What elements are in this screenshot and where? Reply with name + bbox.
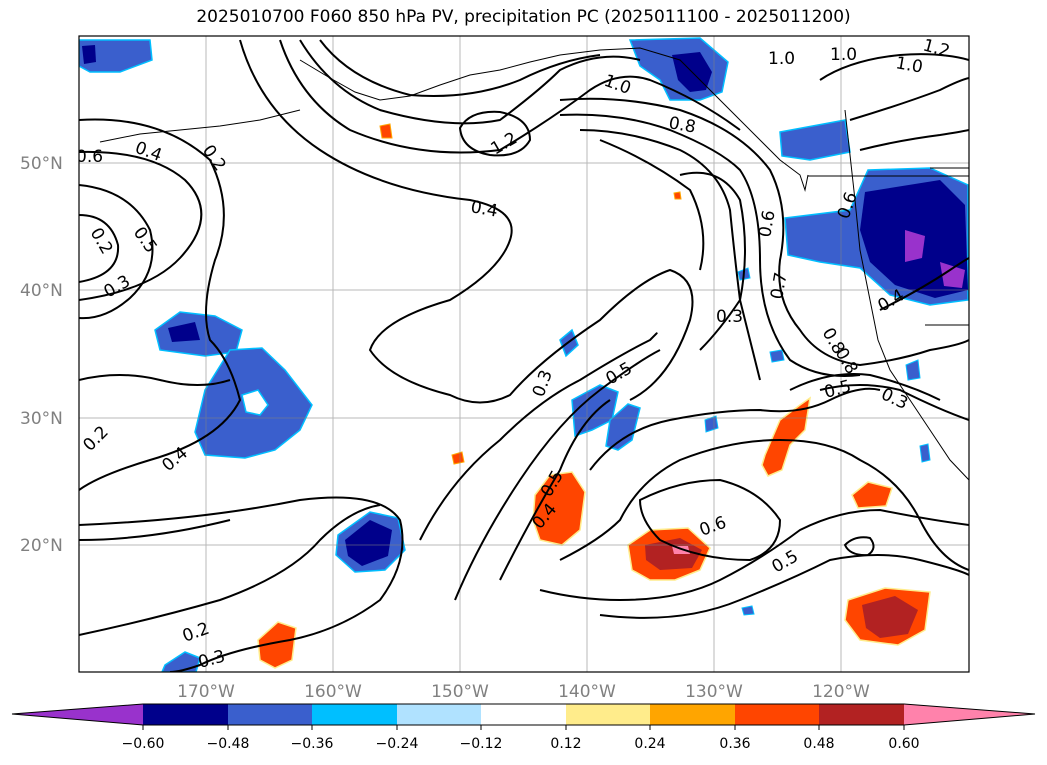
colorbar-extend-max xyxy=(904,704,1035,725)
contour-label: 1.0 xyxy=(894,53,924,77)
lon-label: 160°W xyxy=(304,682,362,702)
contour-label: 0.8 xyxy=(667,113,697,137)
contour-label: 0.6 xyxy=(755,209,779,239)
colorbar-tick-label: 0.12 xyxy=(550,736,581,752)
map-frame xyxy=(78,35,970,673)
contour-label: 1.0 xyxy=(768,49,795,69)
colorbar-tick-label: 0.48 xyxy=(803,736,834,752)
colorbar: −0.60 −0.48 −0.36 −0.24 −0.12 0.12 0.24 … xyxy=(11,703,1036,752)
colorbar-segment xyxy=(312,704,397,725)
contour-label: 1.0 xyxy=(830,45,857,65)
pv-contours xyxy=(79,39,969,672)
colorbar-segment xyxy=(735,704,819,725)
colorbar-segment xyxy=(143,704,228,725)
lat-label: 40°N xyxy=(20,281,63,301)
contour-label: 0.7 xyxy=(767,271,791,301)
colorbar-ticks xyxy=(142,725,905,730)
contour-label: 0.6 xyxy=(76,147,103,167)
map-panel: 0.6 0.4 0.2 0.5 0.2 0.3 1.2 0.4 1.0 0.8 … xyxy=(76,36,969,672)
lon-label: 150°W xyxy=(431,682,489,702)
colorbar-segment xyxy=(481,704,566,725)
colorbar-tick-label: −0.24 xyxy=(376,736,419,752)
positive-precip-shading xyxy=(257,123,931,669)
figure-title: 2025010700 F060 850 hPa PV, precipitatio… xyxy=(196,7,851,27)
colorbar-tick-label: 0.36 xyxy=(719,736,750,752)
lon-label: 120°W xyxy=(812,682,870,702)
lon-label: 140°W xyxy=(558,682,616,702)
lat-label: 30°N xyxy=(20,409,63,429)
lon-label: 130°W xyxy=(685,682,743,702)
coastlines xyxy=(99,47,969,481)
longitude-labels: 170°W 160°W 150°W 140°W 130°W 120°W xyxy=(177,682,870,702)
colorbar-segment xyxy=(228,704,312,725)
lat-label: 50°N xyxy=(20,154,63,174)
colorbar-extend-min xyxy=(12,704,143,725)
colorbar-segment xyxy=(566,704,650,725)
colorbar-tick-label: −0.48 xyxy=(207,736,250,752)
latitude-labels: 50°N 40°N 30°N 20°N xyxy=(20,154,63,556)
lat-label: 20°N xyxy=(20,536,63,556)
colorbar-tick-label: 0.24 xyxy=(634,736,665,752)
contour-label: 0.3 xyxy=(716,307,743,327)
colorbar-tick-label: −0.36 xyxy=(291,736,334,752)
contour-label: 0.4 xyxy=(469,197,499,221)
lon-label: 170°W xyxy=(177,682,235,702)
colorbar-tick-label: −0.12 xyxy=(460,736,503,752)
colorbar-segment xyxy=(819,704,904,725)
colorbar-segment xyxy=(650,704,735,725)
colorbar-tick-label: 0.60 xyxy=(888,736,919,752)
colorbar-tick-label: −0.60 xyxy=(122,736,165,752)
colorbar-segment xyxy=(397,704,481,725)
